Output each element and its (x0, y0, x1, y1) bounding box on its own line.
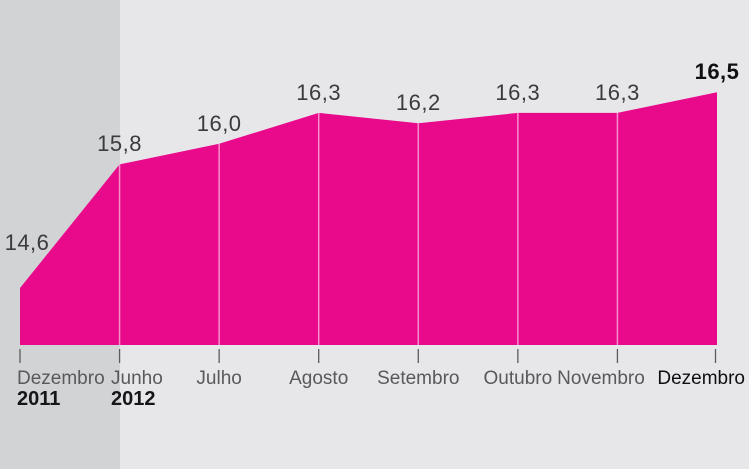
x-axis-label: Dezembro (657, 368, 745, 389)
value-label: 14,6 (4, 230, 50, 255)
x-axis-label: Julho (196, 368, 242, 389)
value-label: 16,0 (196, 110, 242, 136)
value-label: 16,2 (395, 90, 441, 116)
value-label: 15,8 (97, 131, 142, 157)
x-axis-label: Dezembro (17, 368, 105, 389)
x-axis-year-label: 2012 (111, 388, 156, 410)
x-axis-label: Agosto (289, 368, 349, 389)
area-series (20, 92, 717, 345)
x-axis-label: Junho (111, 368, 163, 389)
value-label: 16,3 (495, 79, 541, 105)
x-axis-label: Outubro (483, 368, 553, 389)
x-axis-year-label: 2011 (17, 388, 61, 410)
value-label: 16,5 (694, 59, 740, 85)
x-axis-label: Novembro (557, 368, 645, 389)
value-label: 16,3 (296, 79, 342, 105)
x-axis-label: Setembro (377, 368, 460, 389)
value-label: 16,3 (595, 79, 640, 105)
